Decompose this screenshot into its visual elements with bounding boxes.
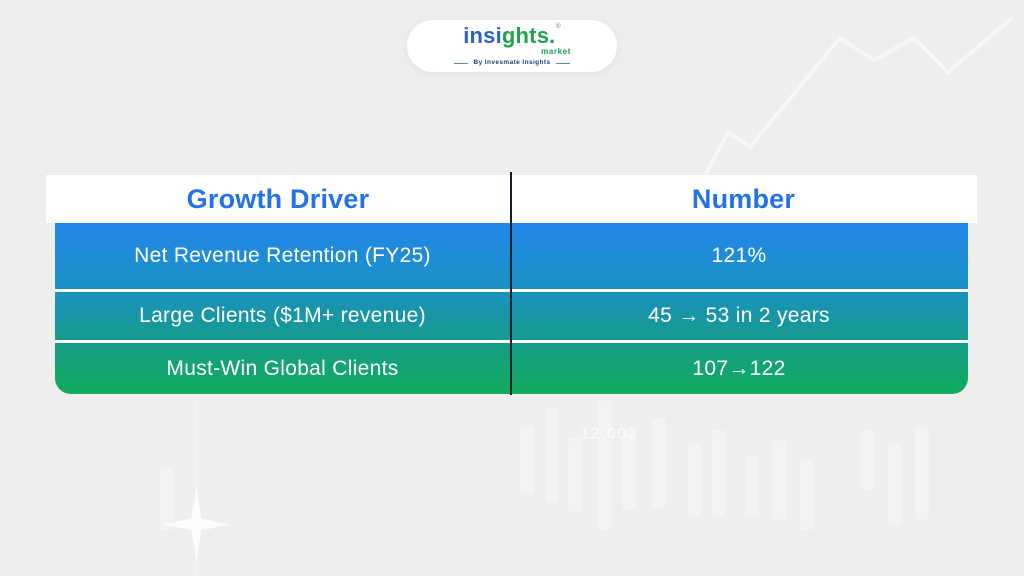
table-row: Net Revenue Retention (FY25) 121% bbox=[55, 223, 968, 289]
table-row: Must-Win Global Clients 107→122 bbox=[55, 343, 968, 394]
sparkle-watermark bbox=[163, 402, 230, 576]
growth-driver-cell: Must-Win Global Clients bbox=[166, 356, 399, 380]
growth-driver-cell: Net Revenue Retention (FY25) bbox=[134, 244, 431, 267]
table-row: Large Clients ($1M+ revenue) 45 → 53 in … bbox=[55, 292, 968, 340]
column-header-number: Number bbox=[691, 183, 796, 214]
brand-wordmark: insights.® bbox=[463, 23, 561, 49]
watermark-number: 12.002 bbox=[580, 424, 638, 443]
number-cell: 121% bbox=[711, 244, 767, 267]
column-divider-line bbox=[510, 172, 512, 395]
brand-wordmark-green-part: ghts. bbox=[501, 23, 556, 49]
column-header-growth-driver: Growth Driver bbox=[186, 183, 370, 214]
registered-trademark-icon: ® bbox=[555, 23, 561, 31]
number-cell: 107→122 bbox=[692, 356, 786, 380]
brand-wordmark-blue-part: insi bbox=[463, 23, 502, 49]
brand-tagline: By Invesmate Insights bbox=[454, 59, 570, 67]
tagline-text: By Invesmate Insights bbox=[473, 59, 551, 67]
growth-driver-cell: Large Clients ($1M+ revenue) bbox=[139, 304, 426, 327]
candlestick-bars-watermark bbox=[160, 400, 929, 530]
brand-logo: insights.® market By Invesmate Insights bbox=[407, 20, 617, 72]
tagline-dash-right bbox=[555, 63, 570, 64]
brand-subname: market bbox=[541, 47, 571, 57]
number-cell: 45 → 53 in 2 years bbox=[648, 304, 830, 327]
tagline-dash-left bbox=[454, 63, 469, 64]
